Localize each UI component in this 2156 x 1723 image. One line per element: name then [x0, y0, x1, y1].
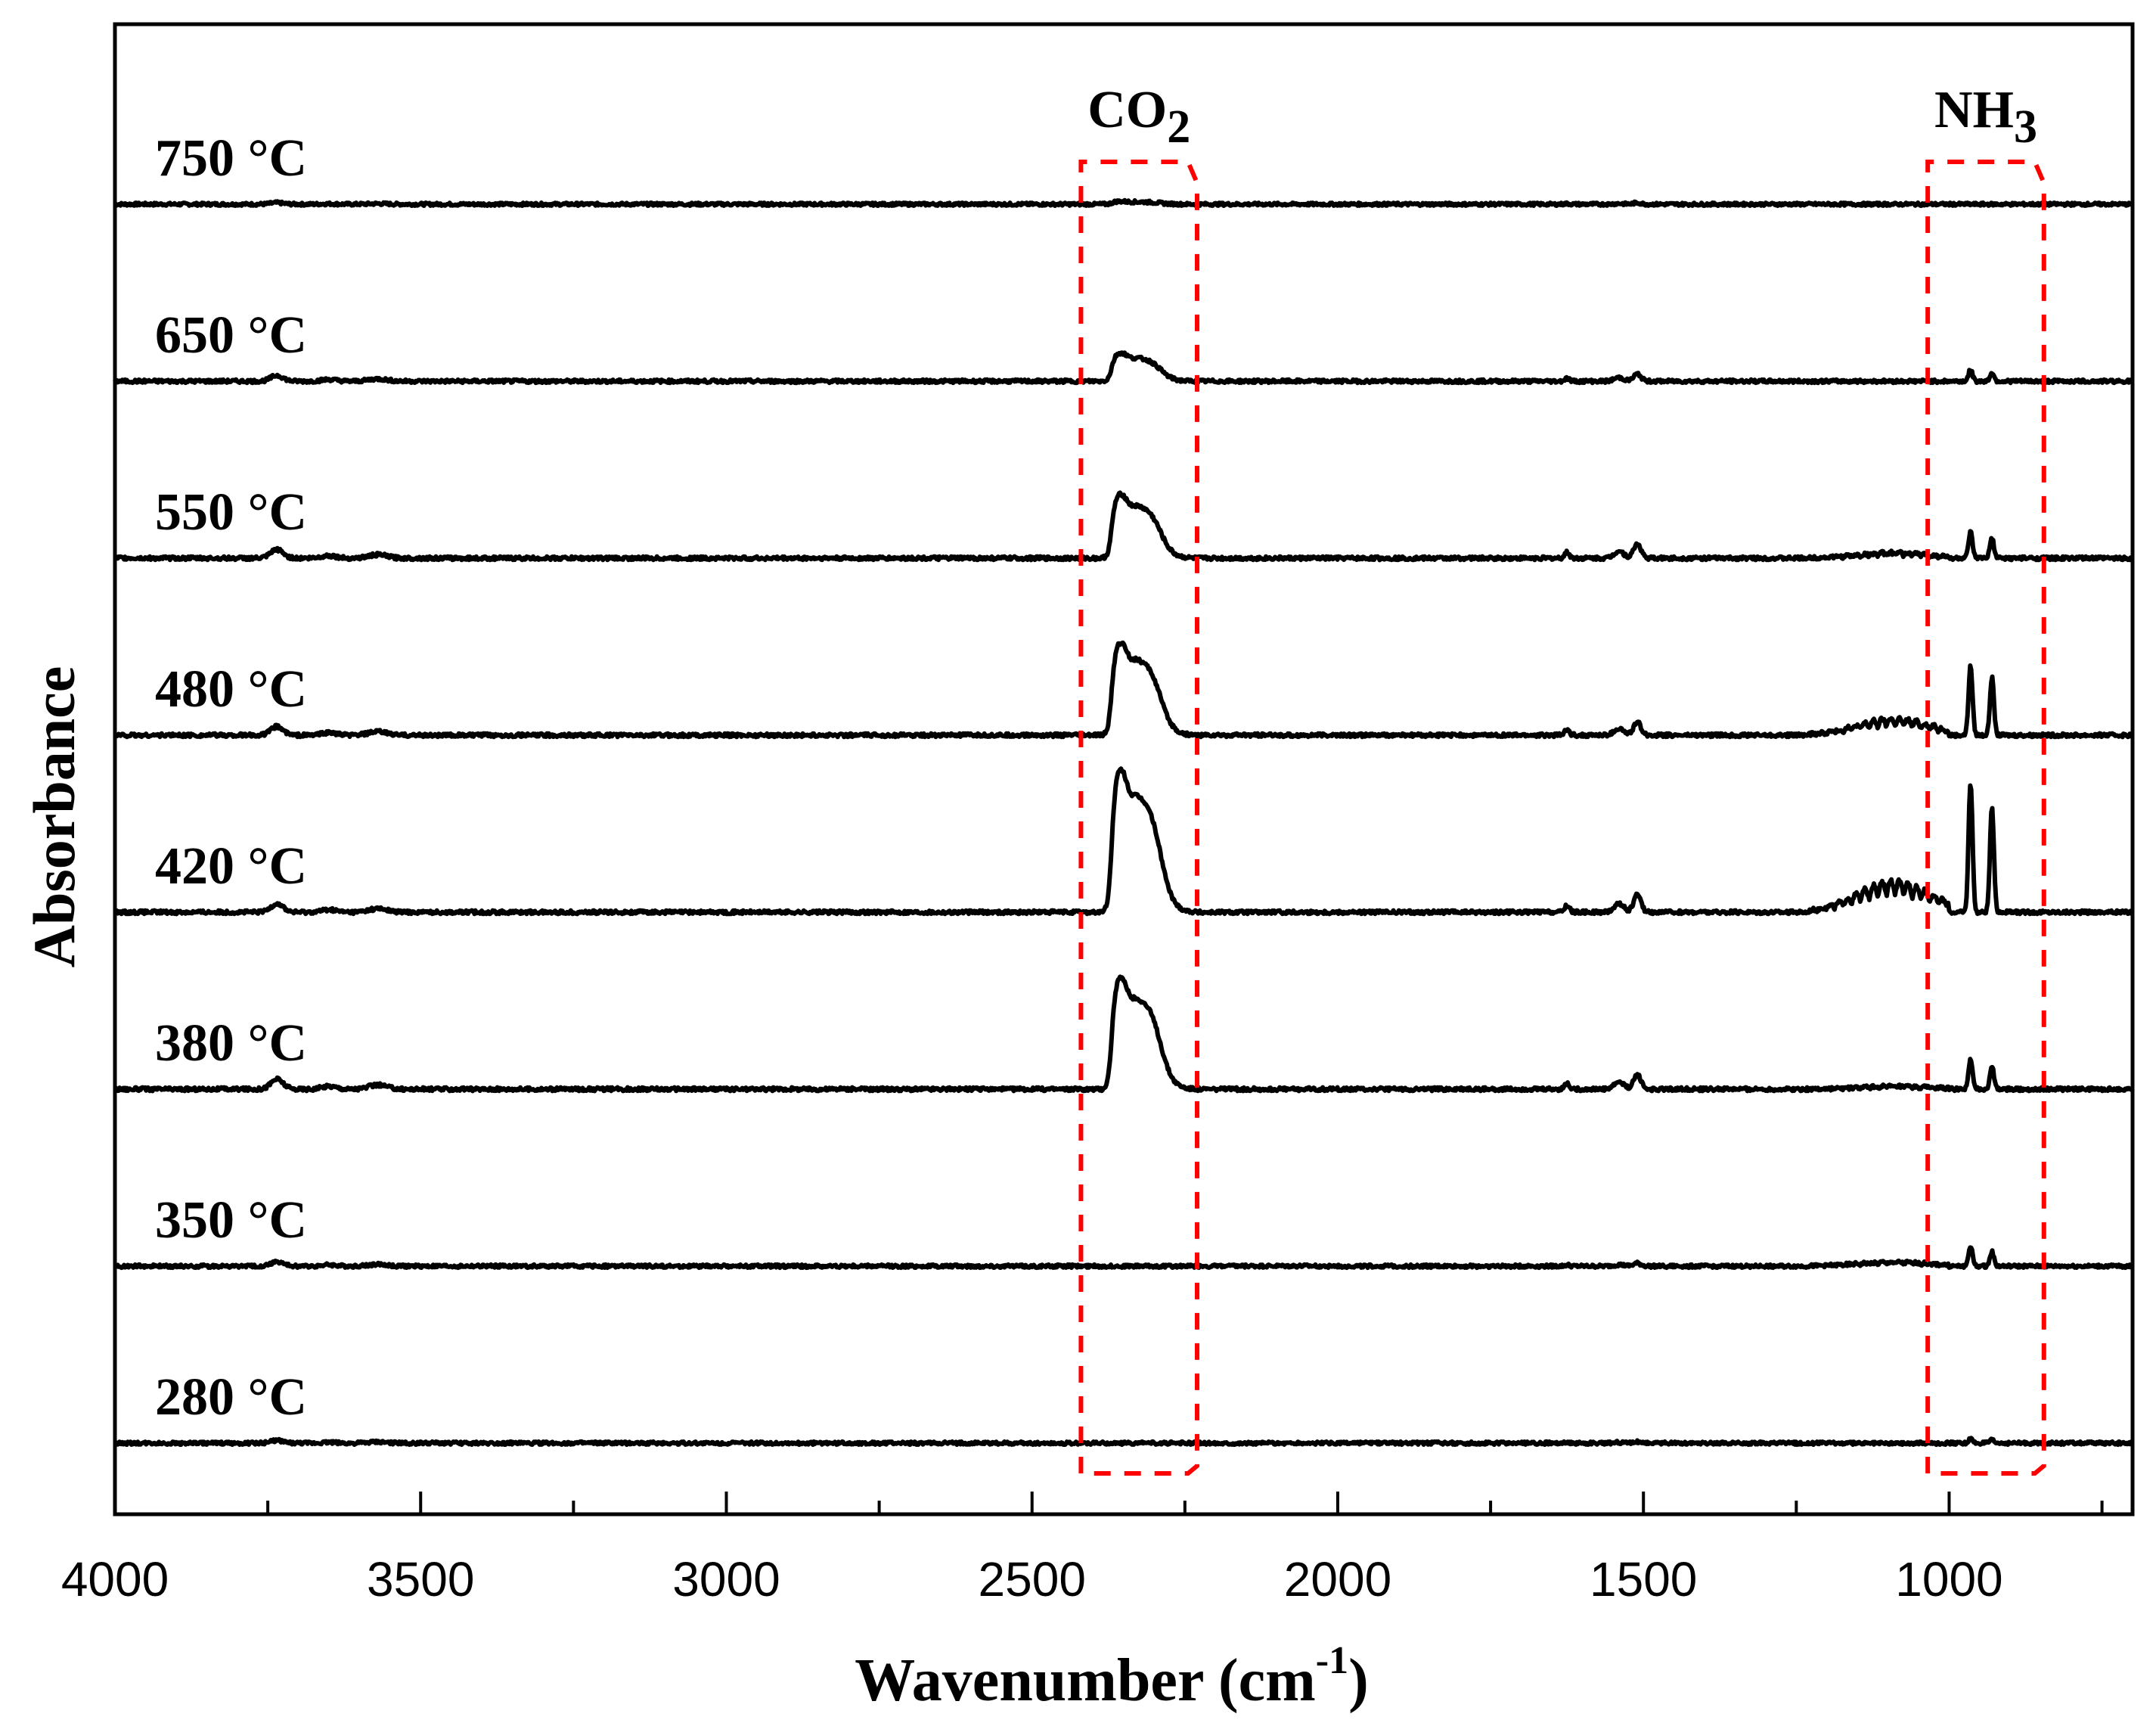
- plot-frame: [113, 22, 2135, 1517]
- series-line: [113, 1245, 2134, 1271]
- x-axis-title-close: ): [1348, 1647, 1369, 1714]
- band-label-NH3: NH3: [1934, 81, 2037, 153]
- series-label: 380 °C: [155, 1014, 307, 1073]
- x-axis-title-main: Wavenumber (cm: [855, 1647, 1316, 1714]
- series-line: [113, 640, 2134, 740]
- band-label-CO2: CO2: [1087, 81, 1190, 153]
- series-label: 420 °C: [155, 837, 307, 896]
- series-label: 550 °C: [155, 483, 307, 542]
- x-tick-label: 2500: [979, 1552, 1086, 1607]
- x-tick-label: 4000: [61, 1552, 169, 1607]
- series-label: 750 °C: [155, 129, 307, 188]
- series-line: [113, 490, 2135, 563]
- series-label: 350 °C: [155, 1191, 307, 1250]
- series-label: 280 °C: [155, 1368, 307, 1427]
- series-label: 650 °C: [155, 306, 307, 365]
- x-tick-label: 1000: [1895, 1552, 2002, 1607]
- series-label: 480 °C: [155, 660, 307, 719]
- series-labels: 750 °C 650 °C 550 °C 480 °C 420 °C 380 °C 350 …: [155, 129, 307, 1427]
- x-axis-title-superscript: -1: [1316, 1639, 1348, 1682]
- band-box-NH3: [1925, 160, 2046, 1476]
- series-line: [113, 974, 2135, 1094]
- band-box-CO2: [1078, 160, 1200, 1476]
- series-line: [113, 1436, 2134, 1448]
- x-tick-label: 1500: [1590, 1552, 1697, 1607]
- x-axis-ticks: [113, 1492, 2104, 1514]
- x-axis-title: Wavenumber (cm-1): [855, 1639, 1369, 1714]
- y-axis-title: Absorbance: [21, 666, 87, 968]
- band-annotations: CO2 NH3: [1078, 81, 2046, 1476]
- x-tick-label: 2000: [1284, 1552, 1391, 1607]
- x-tick-label: 3000: [672, 1552, 780, 1607]
- series-line: [113, 766, 2134, 917]
- series-group: [113, 197, 2135, 1448]
- series-line: [113, 197, 2135, 208]
- series-line: [113, 350, 2135, 386]
- x-tick-label: 3500: [367, 1552, 474, 1607]
- x-axis-tick-labels: 4000 3500 3000 2500 2000 1500 1000: [61, 1552, 2003, 1607]
